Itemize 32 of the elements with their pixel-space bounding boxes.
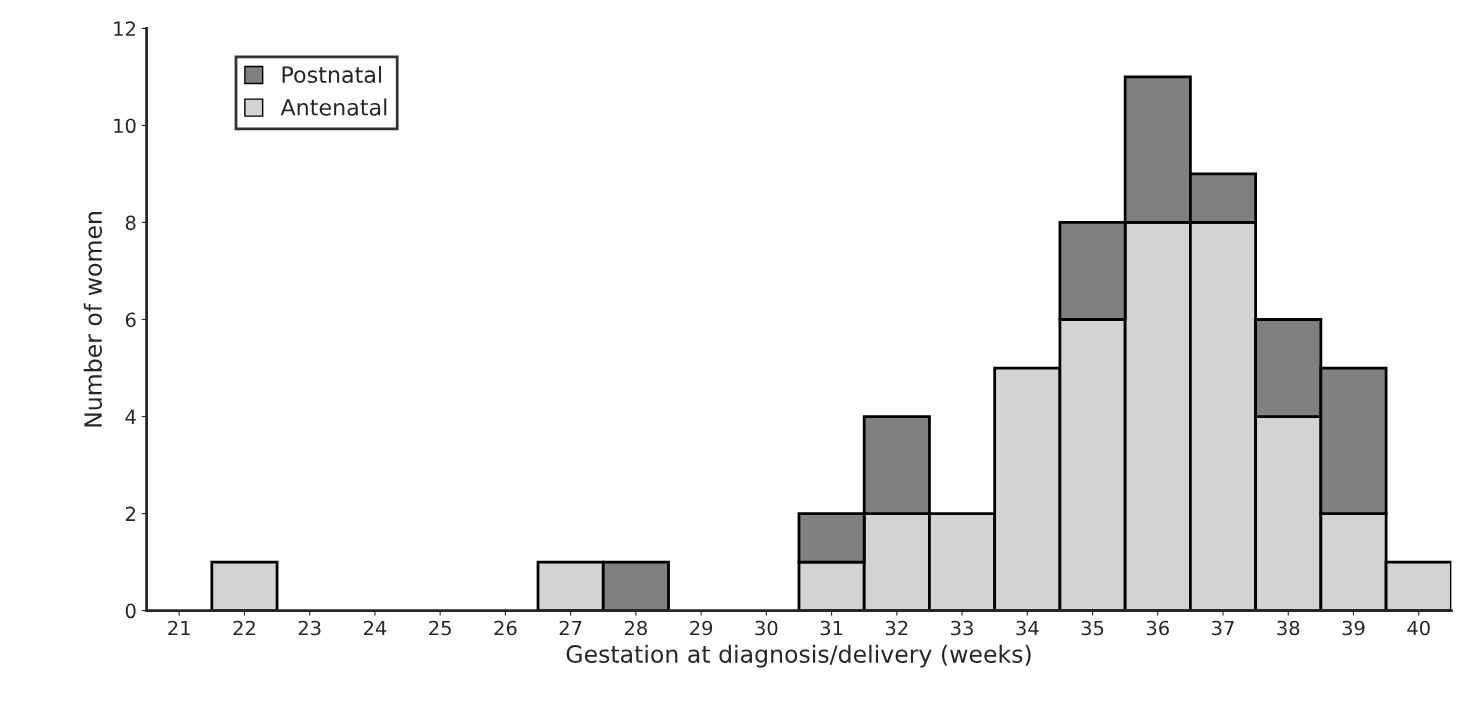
x-tick-label: 40	[1407, 620, 1430, 636]
x-tick-label: 27	[559, 620, 582, 636]
y-tick-label: 4	[125, 409, 136, 424]
x-tick-label: 36	[1146, 620, 1169, 636]
x-tick-label: 22	[233, 620, 255, 636]
x-tick-label: 21	[168, 620, 190, 636]
x-tick-label: 23	[298, 620, 321, 636]
x-tick-label: 37	[1212, 620, 1234, 636]
y-tick-label: 6	[125, 312, 136, 328]
legend-label: Postnatal	[282, 65, 382, 84]
y-axis-title: Number of women	[83, 212, 102, 427]
y-tick-label: 8	[125, 215, 136, 231]
x-tick-label: 25	[429, 620, 451, 636]
x-tick-label: 31	[820, 620, 843, 636]
x-axis-title: Gestation at diagnosis/delivery (weeks)	[566, 644, 1031, 668]
legend-label: Antenatal	[280, 98, 387, 116]
x-tick-label: 38	[1277, 620, 1300, 636]
y-tick-label: 2	[125, 506, 135, 521]
x-tick-label: 32	[885, 620, 908, 636]
x-tick-label: 35	[1081, 620, 1104, 636]
x-tick-label: 39	[1342, 620, 1365, 636]
x-tick-label: 30	[755, 620, 778, 636]
y-tick-label: 10	[114, 118, 136, 134]
bar	[210, 560, 279, 611]
x-tick-label: 29	[690, 620, 713, 636]
x-tick-label: 28	[624, 620, 647, 636]
x-tick-label: 26	[494, 620, 517, 636]
x-tick-label: 34	[1016, 620, 1039, 636]
y-tick-label: 0	[125, 603, 136, 619]
x-tick-label: 24	[363, 620, 387, 636]
x-tick-label: 33	[951, 620, 973, 636]
y-tick-label: 12	[114, 21, 135, 36]
